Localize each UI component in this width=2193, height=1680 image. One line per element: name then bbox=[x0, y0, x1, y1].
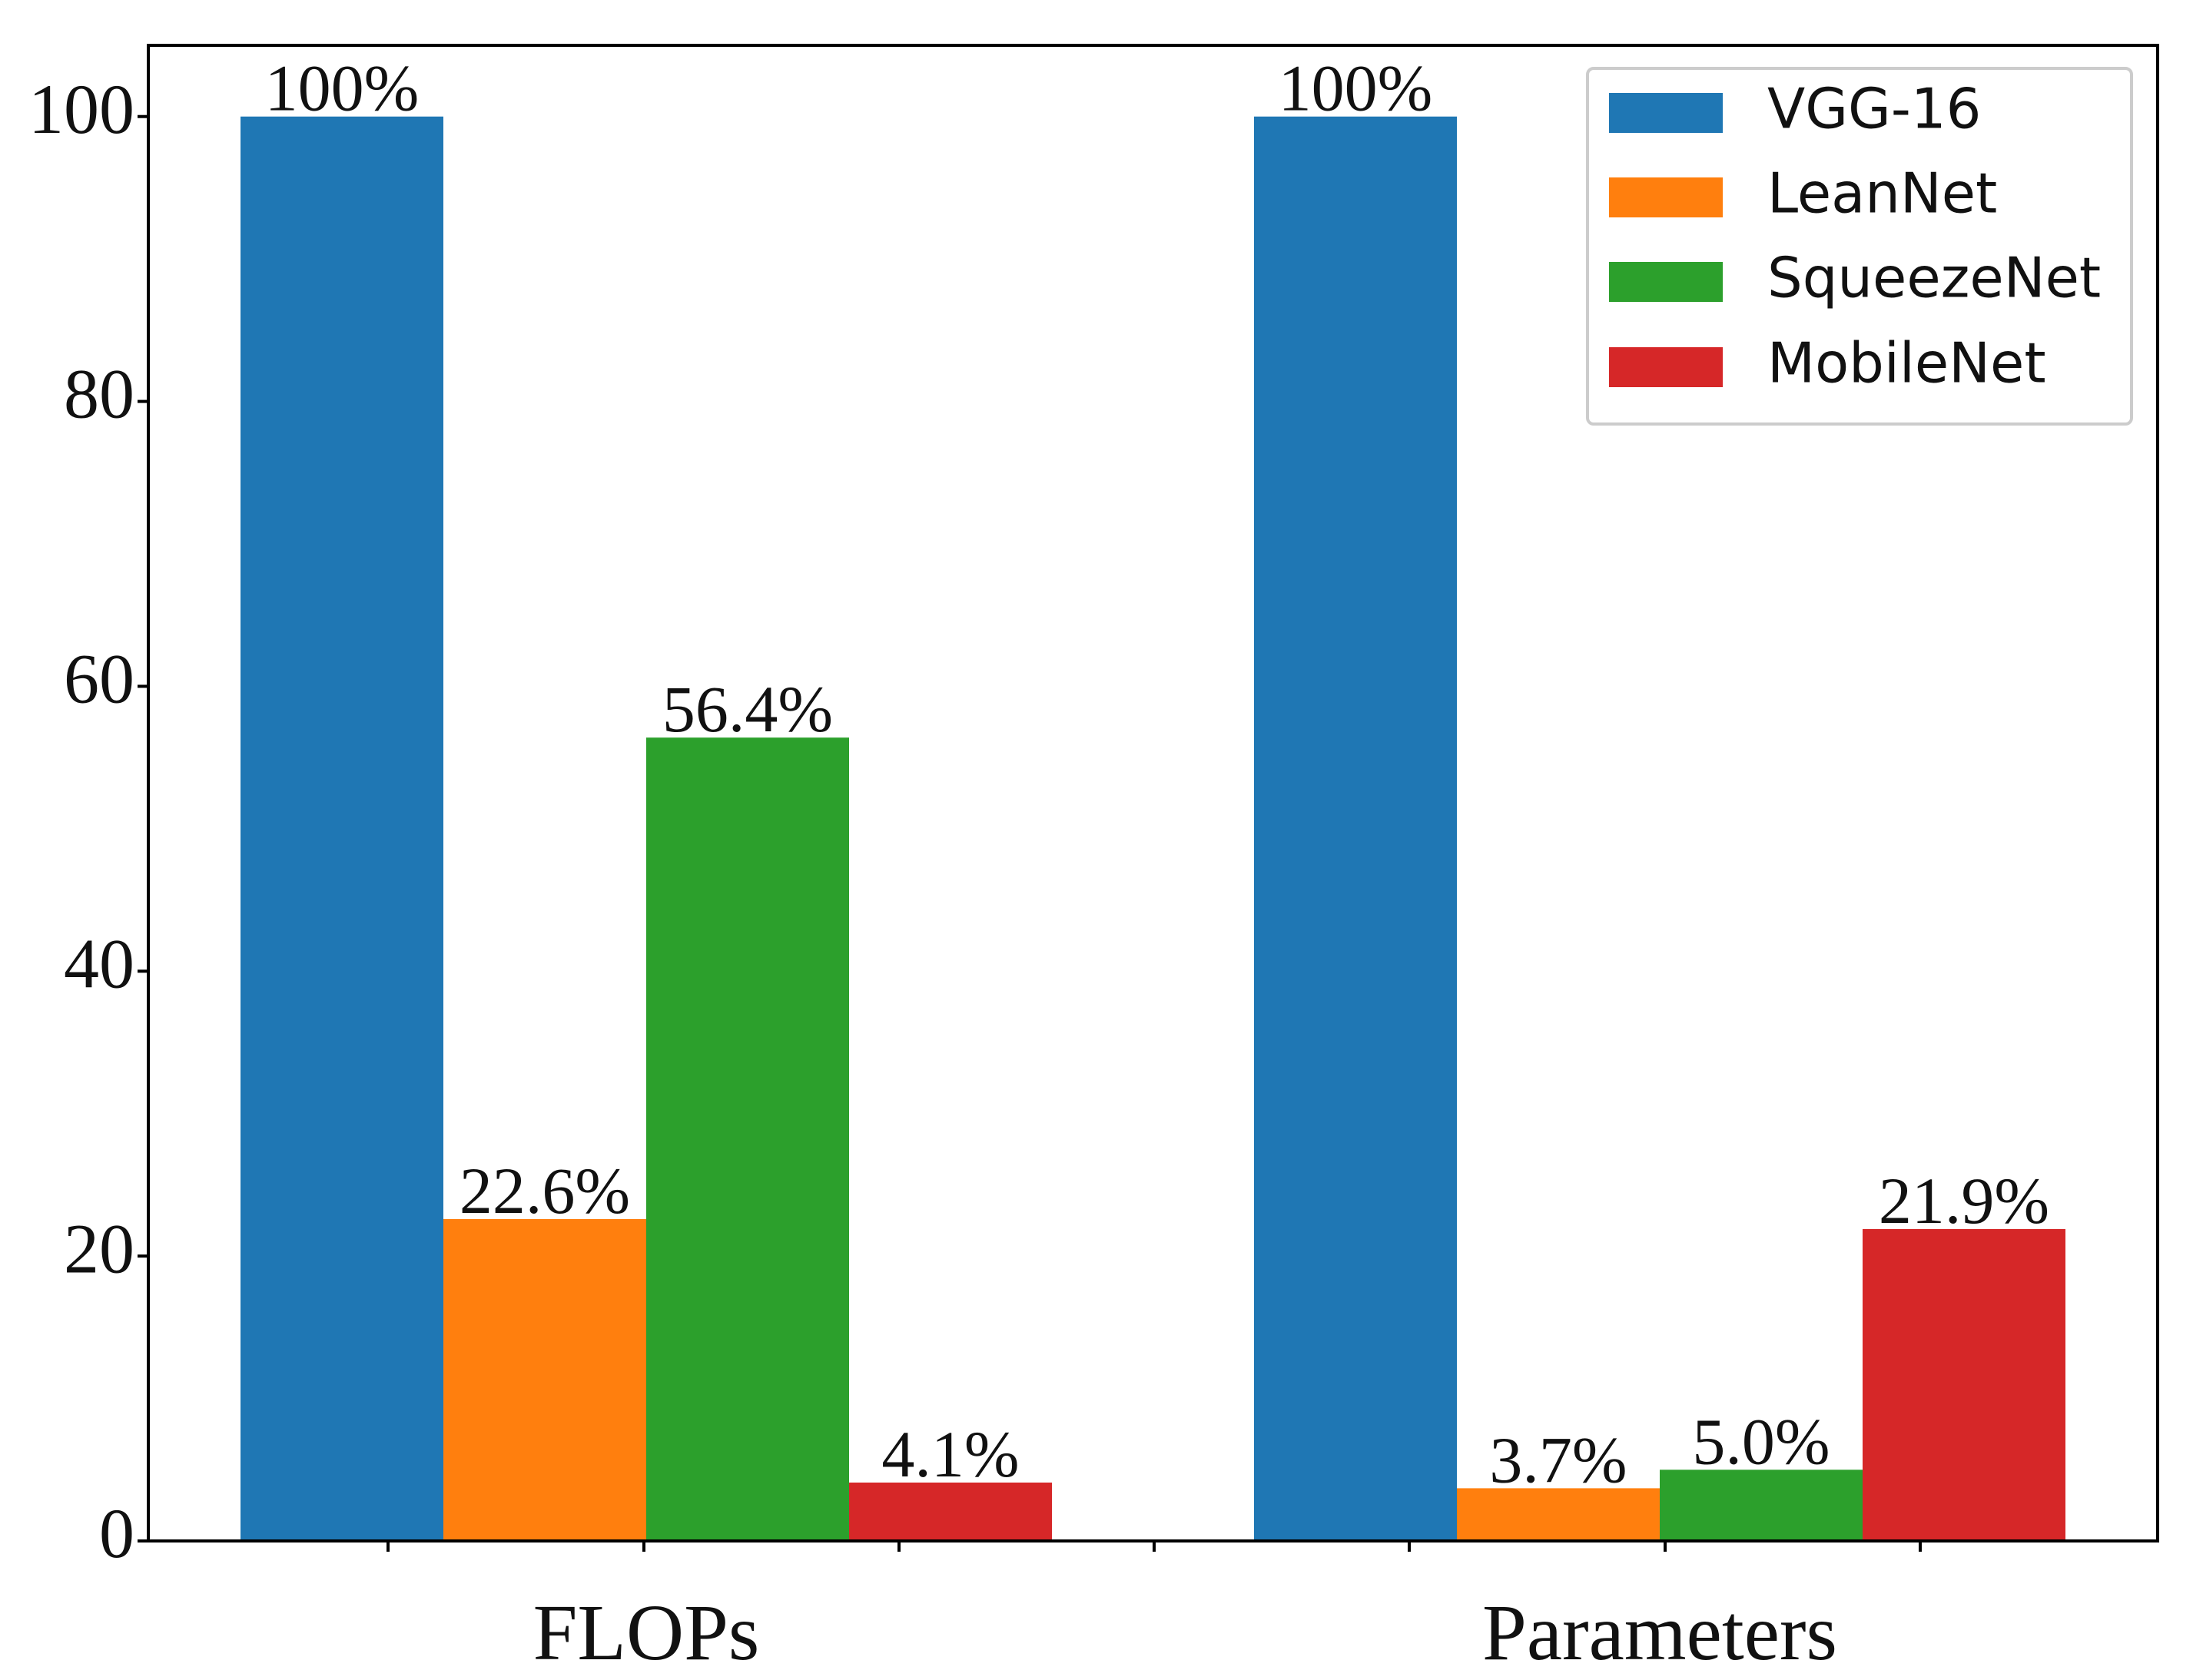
bar-leannet-parameters bbox=[1457, 1488, 1660, 1541]
legend-label-mobilenet: MobileNet bbox=[1767, 331, 2046, 396]
bar-leannet-flops bbox=[443, 1218, 646, 1541]
legend-swatch-squeezenet bbox=[1609, 262, 1723, 302]
data-label-vgg-16-parameters: 100% bbox=[1279, 51, 1433, 125]
bars-layer bbox=[241, 116, 2065, 1542]
bar-mobilenet-flops bbox=[849, 1482, 1052, 1541]
y-tick-label-40: 40 bbox=[64, 924, 134, 1002]
y-tick-label-20: 20 bbox=[64, 1209, 134, 1287]
y-tick-label-80: 80 bbox=[64, 355, 134, 433]
bar-vgg-16-parameters bbox=[1254, 116, 1457, 1542]
data-label-mobilenet-flops: 4.1% bbox=[881, 1417, 1019, 1491]
category-label-flops: FLOPs bbox=[533, 1589, 760, 1677]
category-label-parameters: Parameters bbox=[1482, 1589, 1837, 1677]
legend-label-vgg-16: VGG-16 bbox=[1767, 77, 1981, 141]
bar-mobilenet-parameters bbox=[1863, 1228, 2065, 1541]
data-label-vgg-16-flops: 100% bbox=[265, 51, 420, 125]
legend-label-leannet: LeanNet bbox=[1767, 161, 1997, 226]
legend-swatch-mobilenet bbox=[1609, 347, 1723, 387]
bar-squeezenet-parameters bbox=[1660, 1470, 1863, 1541]
y-tick-label-60: 60 bbox=[64, 640, 134, 718]
data-label-leannet-parameters: 3.7% bbox=[1489, 1423, 1627, 1496]
legend: VGG-16 LeanNet SqueezeNet MobileNet bbox=[1586, 67, 2133, 426]
data-labels-layer: 100% 100% 22.6% 3.7% 56.4% 5.0% 4.1% 21.9% bbox=[265, 51, 2049, 1497]
data-label-leannet-flops: 22.6% bbox=[460, 1154, 630, 1228]
legend-frame bbox=[1586, 67, 2133, 426]
legend-label-squeezenet: SqueezeNet bbox=[1767, 246, 2101, 310]
axes-layer: 0 20 40 60 80 100 FLOPs Parameters bbox=[28, 44, 2159, 1677]
data-label-mobilenet-parameters: 21.9% bbox=[1879, 1164, 2049, 1238]
y-tick-label-0: 0 bbox=[99, 1494, 134, 1572]
legend-swatch-leannet bbox=[1609, 177, 1723, 217]
data-label-squeezenet-parameters: 5.0% bbox=[1692, 1404, 1830, 1478]
bar-squeezenet-flops bbox=[646, 737, 849, 1541]
legend-swatch-vgg-16 bbox=[1609, 93, 1723, 133]
bar-vgg-16-flops bbox=[241, 116, 443, 1542]
y-tick-label-100: 100 bbox=[28, 70, 134, 148]
data-label-squeezenet-flops: 56.4% bbox=[662, 672, 833, 746]
